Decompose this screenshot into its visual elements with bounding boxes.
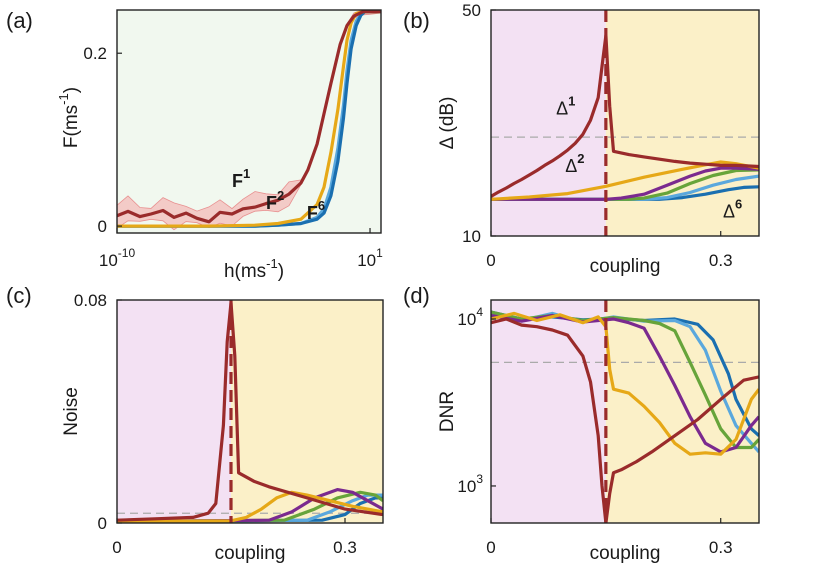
y-tick-exp: 3 (476, 472, 483, 486)
y-axis-label: Noise (61, 387, 82, 436)
panel-label-c: (c) (6, 283, 32, 308)
annotation-sup: 6 (735, 196, 742, 211)
x-tick-base: 10 (99, 251, 118, 270)
series-line-Δ1-0 (491, 33, 759, 198)
series-line-green-3 (117, 490, 383, 523)
x-tick-label: 0 (486, 538, 495, 557)
y-tick-label: 103 (457, 472, 483, 496)
x-tick-base: 10 (357, 251, 376, 270)
region-0 (117, 300, 231, 523)
y-tick-label: 0 (98, 217, 107, 236)
series-line-green-3 (491, 168, 759, 201)
axes-frame (116, 299, 384, 524)
annotation: Δ6 (723, 196, 742, 221)
x-axis-label: coupling (590, 256, 661, 277)
annotation: Δ1 (556, 94, 575, 119)
annotation-text: Δ (565, 156, 577, 176)
x-axis-label-sup: -1 (266, 256, 278, 271)
x-axis-label-main: h(ms (224, 261, 266, 282)
y-tick-label: 0.08 (74, 291, 107, 310)
y-tick-exp: 4 (476, 305, 483, 319)
y-axis-label: F(ms-1) (56, 87, 82, 148)
x-axis-label: coupling (590, 543, 661, 564)
x-axis-label: h(ms-1) (224, 256, 284, 282)
series-label-sup: 6 (318, 198, 325, 213)
x-tick-label: 0.3 (333, 538, 357, 557)
series-label: F6 (307, 198, 325, 223)
series-line-light-blue-4 (491, 311, 759, 453)
series-line-yellow-1 (117, 490, 383, 523)
series-label-sup: 1 (243, 166, 250, 181)
series-label: F1 (232, 166, 250, 191)
annotation-text: Δ (556, 99, 568, 119)
x-tick-label: 0.3 (709, 251, 733, 270)
axes-frame (490, 9, 760, 237)
y-axis-label-main: Noise (61, 387, 82, 436)
series-line-purple-2 (491, 313, 759, 454)
y-axis-label: DNR (437, 391, 458, 432)
x-axis-label-close: ) (278, 261, 284, 282)
x-tick-label: 10-10 (99, 246, 136, 270)
annotation-sup: 1 (568, 94, 575, 109)
y-tick-base: 10 (457, 477, 476, 496)
series-label-sup: 2 (277, 188, 284, 203)
panel-label-d: (d) (403, 283, 430, 308)
x-tick-label: 101 (357, 246, 383, 270)
region-0 (491, 300, 606, 523)
y-tick-label: 104 (457, 305, 483, 329)
y-axis-label-close: ) (61, 87, 82, 93)
series-line-F-0 (117, 10, 381, 224)
y-tick-label: 0 (98, 514, 107, 533)
x-tick-label: 0 (486, 251, 495, 270)
series-line-yellow-1 (491, 311, 759, 456)
y-tick-label: 0.2 (83, 44, 107, 63)
plot-area (491, 300, 759, 523)
annotation-sup: 2 (577, 151, 584, 166)
series-line-purple-2 (491, 166, 759, 201)
x-axis-label: coupling (215, 543, 286, 564)
x-tick-exp: 1 (376, 246, 383, 260)
plot-area (117, 10, 381, 231)
y-tick-label: 50 (462, 1, 481, 20)
series-label-name: F (232, 171, 243, 191)
series-label: F2 (266, 188, 284, 213)
panel-c: 0 0.3 0 0.08 coupling Noise (61, 291, 384, 564)
y-axis-label-main: DNR (437, 391, 458, 432)
y-axis-label-main: F(ms (61, 105, 82, 148)
x-tick-label: 0 (112, 538, 121, 557)
panel-label-a: (a) (6, 8, 33, 33)
region-1 (231, 300, 383, 523)
x-tick-exp: -10 (118, 246, 136, 260)
y-axis-label-main: Δ (dB) (437, 97, 458, 150)
y-tick-label: 10 (462, 227, 481, 246)
x-tick-label: 0.3 (709, 538, 733, 557)
region-1 (605, 300, 759, 523)
plot-area (491, 10, 759, 236)
plot-area (117, 300, 383, 523)
series-line-purple-2 (117, 488, 383, 523)
annotation: Δ2 (565, 151, 584, 176)
axes-frame (490, 299, 760, 524)
series-line-Δ2-1 (491, 160, 759, 201)
axes-frame (116, 9, 382, 234)
panel-label-b: (b) (403, 8, 430, 33)
y-axis-label: Δ (dB) (437, 97, 458, 150)
series-line-red-0 (491, 317, 759, 523)
series-label-name: F (307, 203, 318, 223)
y-tick-base: 10 (457, 310, 476, 329)
annotation-text: Δ (723, 201, 735, 221)
y-axis-label-sup: -1 (56, 93, 71, 105)
series-label-name: F (266, 193, 277, 213)
